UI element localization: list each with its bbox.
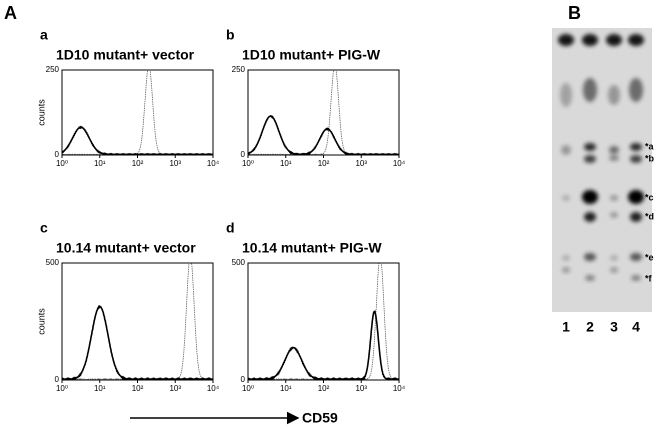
y-tick-label: 0 bbox=[241, 150, 246, 159]
x-tick-label: 10³ bbox=[355, 159, 367, 168]
y-axis-label: counts bbox=[36, 308, 46, 335]
x-tick-label: 10⁴ bbox=[207, 159, 220, 168]
panel-letter: b bbox=[226, 27, 235, 43]
tlc-plate bbox=[552, 28, 652, 312]
x-tick-label: 10⁰ bbox=[242, 384, 254, 393]
lane-label: 1 bbox=[562, 319, 570, 335]
x-tick-label: 10² bbox=[132, 384, 144, 393]
tlc-spot bbox=[630, 143, 642, 151]
tlc-spot bbox=[610, 255, 618, 261]
x-tick-label: 10⁴ bbox=[207, 384, 220, 393]
y-tick-label: 0 bbox=[241, 375, 246, 384]
x-tick-label: 10³ bbox=[169, 384, 181, 393]
tlc-spot bbox=[562, 267, 570, 273]
tlc-spot bbox=[608, 85, 620, 105]
mutant-histogram bbox=[62, 125, 213, 155]
panel-letter: a bbox=[40, 27, 48, 43]
tlc-spot bbox=[629, 78, 643, 102]
lane-label: 3 bbox=[610, 319, 618, 335]
tlc-spot bbox=[609, 155, 619, 161]
band-label: *a bbox=[645, 141, 655, 151]
tlc-spot bbox=[584, 143, 596, 151]
band-label: *b bbox=[645, 153, 655, 163]
plot-title: 1D10 mutant+ PIG-W bbox=[242, 47, 381, 63]
tlc-spot bbox=[630, 155, 642, 163]
x-tick-label: 10¹ bbox=[280, 384, 292, 393]
y-tick-label: 0 bbox=[55, 375, 60, 384]
x-tick-label: 10⁴ bbox=[393, 384, 406, 393]
tlc-spot bbox=[562, 255, 570, 261]
y-tick-label: 500 bbox=[46, 258, 60, 267]
tlc-spot bbox=[582, 190, 598, 204]
x-tick-label: 10¹ bbox=[94, 384, 106, 393]
plot bbox=[247, 69, 400, 156]
tlc-spot bbox=[561, 145, 571, 155]
tlc-spot bbox=[609, 146, 619, 154]
y-tick-label: 500 bbox=[232, 258, 246, 267]
tlc-spot bbox=[628, 190, 644, 204]
tlc-spot bbox=[610, 212, 618, 218]
tlc-spot bbox=[630, 212, 642, 222]
control-histogram bbox=[62, 70, 213, 155]
tlc-spot bbox=[584, 155, 596, 163]
tlc-spot bbox=[606, 34, 622, 46]
x-tick-label: 10² bbox=[132, 159, 144, 168]
control-histogram bbox=[248, 70, 399, 155]
tlc-spot bbox=[585, 275, 595, 281]
plot bbox=[61, 262, 214, 381]
tlc-spot bbox=[584, 253, 596, 261]
panel-letter: c bbox=[40, 220, 48, 236]
x-tick-label: 10¹ bbox=[280, 159, 292, 168]
x-tick-label: 10⁴ bbox=[393, 159, 406, 168]
plot bbox=[61, 69, 214, 156]
panel-label: A bbox=[4, 3, 17, 23]
tlc-spot bbox=[582, 34, 598, 46]
tlc-spot bbox=[583, 78, 597, 102]
x-tick-label: 10¹ bbox=[94, 159, 106, 168]
panel-label: B bbox=[568, 3, 581, 23]
plot bbox=[247, 262, 400, 381]
plot-title: 1D10 mutant+ vector bbox=[56, 47, 195, 63]
plot-title: 10.14 mutant+ vector bbox=[56, 240, 196, 256]
lane-label: 2 bbox=[586, 319, 594, 335]
x-tick-label: 10⁰ bbox=[56, 384, 68, 393]
plot-frame bbox=[61, 262, 214, 381]
tlc-spot bbox=[631, 275, 641, 281]
x-tick-label: 10⁰ bbox=[56, 159, 68, 168]
lane-label: 4 bbox=[632, 319, 640, 335]
tlc-spot bbox=[628, 34, 644, 46]
y-axis-label: counts bbox=[36, 99, 46, 126]
x-tick-label: 10² bbox=[318, 384, 330, 393]
mutant-histogram bbox=[248, 115, 399, 155]
x-axis-label: CD59 bbox=[302, 410, 338, 426]
plot-frame bbox=[61, 69, 214, 156]
x-tick-label: 10³ bbox=[169, 159, 181, 168]
x-tick-label: 10² bbox=[318, 159, 330, 168]
tlc-spot bbox=[610, 267, 618, 273]
tlc-spot bbox=[558, 34, 574, 46]
tlc-spot bbox=[630, 253, 642, 261]
tlc-spot bbox=[610, 195, 618, 201]
band-label: *f bbox=[645, 273, 653, 283]
tlc-spot bbox=[584, 212, 596, 222]
mutant-histogram bbox=[248, 310, 399, 380]
band-label: *d bbox=[645, 211, 654, 221]
mutant-histogram bbox=[62, 304, 213, 380]
band-label: *c bbox=[645, 192, 654, 202]
tlc-spot bbox=[560, 83, 572, 107]
plot-title: 10.14 mutant+ PIG-W bbox=[242, 240, 382, 256]
plot-frame bbox=[247, 69, 400, 156]
tlc-spot bbox=[562, 195, 570, 201]
control-histogram bbox=[62, 263, 213, 380]
band-label: *e bbox=[645, 252, 654, 262]
y-tick-label: 250 bbox=[46, 65, 60, 74]
panel-letter: d bbox=[226, 220, 235, 236]
x-tick-label: 10³ bbox=[355, 384, 367, 393]
y-tick-label: 0 bbox=[55, 150, 60, 159]
x-tick-label: 10⁰ bbox=[242, 159, 254, 168]
y-tick-label: 250 bbox=[232, 65, 246, 74]
